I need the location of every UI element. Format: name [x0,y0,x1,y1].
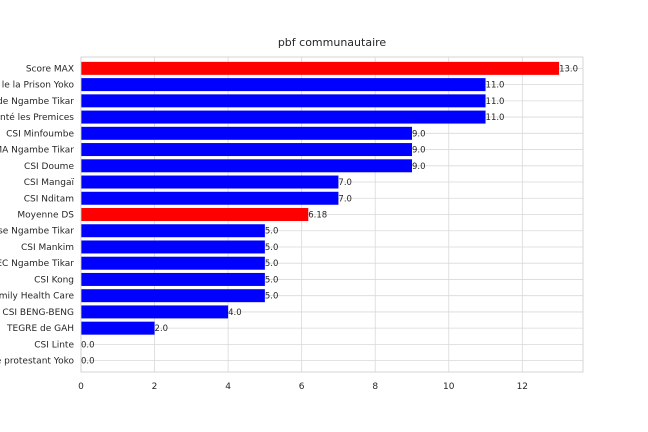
data-label: 9.0 [412,129,426,139]
x-tick-label: 6 [299,382,305,392]
data-label: 6.18 [308,211,327,221]
data-label: 0.0 [81,357,95,367]
category-label: EC Ngambe Tikar [0,259,74,269]
x-tick-label: 12 [517,382,528,392]
category-label: de Ngambe Tikar [0,97,74,107]
category-label: CSI Doume [24,162,74,172]
bar [81,143,412,157]
bar [81,191,339,205]
x-tick-label: 0 [78,382,84,392]
bar [81,159,412,173]
category-label: Score MAX [26,64,74,74]
category-label: CSI Linte [34,340,74,350]
category-label: mily Health Care [0,292,74,302]
data-label: 5.0 [265,275,279,285]
bar [81,305,229,319]
x-tick-labels: 0 2 4 6 8 10 12 [78,382,528,392]
x-tick-label: 10 [443,382,455,392]
data-label: 11.0 [486,113,505,123]
category-label: TEGRE de GAH [6,324,74,334]
data-label: 5.0 [265,259,279,269]
category-label: CSI Mangaï [24,178,75,188]
bar [81,61,560,75]
data-label: 13.0 [559,64,578,74]
bar [81,240,265,254]
category-label: e protestant Yoko [0,357,74,367]
category-label: CSI Kong [34,275,74,285]
data-label: 5.0 [265,292,279,302]
bar [81,256,265,270]
x-tick-label: 2 [152,382,158,392]
chart-title: pbf communautaire [278,36,387,49]
data-label: 5.0 [265,227,279,237]
bar [81,78,486,92]
category-label: Moyenne DS [17,211,74,221]
data-label: 9.0 [412,162,426,172]
bar [81,272,265,286]
category-label: CSI Minfoumbe [6,129,74,139]
data-label: 7.0 [338,194,352,204]
data-label: 7.0 [338,178,352,188]
bar [81,126,412,140]
bar [81,175,339,189]
x-tick-label: 4 [225,382,231,392]
data-label: 2.0 [155,324,169,334]
x-tick-label: 8 [372,382,378,392]
bar [81,321,155,335]
category-labels: Score MAX le la Prison Yoko de Ngambe Tika… [0,64,74,366]
category-label: nté les Premices [0,112,74,123]
bars [81,61,560,335]
bar [81,289,265,303]
plot-frame [80,56,584,373]
data-label: 11.0 [486,97,505,107]
data-label: 11.0 [486,81,505,91]
category-label: CSI Mankim [21,243,74,253]
category-label: CSI Nditam [24,194,74,204]
category-label: le la Prison Yoko [2,81,75,91]
bar [81,224,265,238]
data-label: 0.0 [81,340,95,350]
category-label: se Ngambe Tikar [0,227,74,237]
data-labels: 13.0 11.0 11.0 11.0 9.0 9.0 9.0 7.0 7.0 6.18 5.0 5.… [81,64,578,366]
category-label: CSI BENG-BENG [2,308,74,318]
bar [81,94,486,108]
bar [81,110,486,124]
bar [81,208,309,221]
category-label: MA Ngambe Tikar [0,146,74,156]
data-label: 4.0 [228,308,242,318]
data-label: 9.0 [412,146,426,156]
data-label: 5.0 [265,243,279,253]
